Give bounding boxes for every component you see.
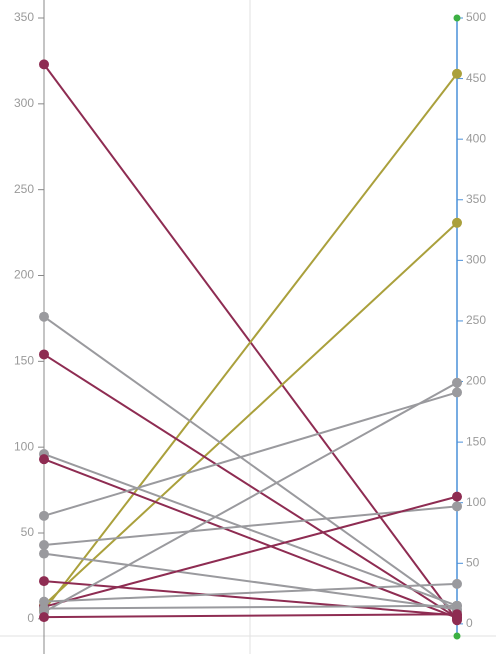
- y-tick-label: 50: [21, 525, 35, 539]
- y2-tick-label: 400: [466, 131, 486, 145]
- slope-line: [43, 604, 458, 610]
- point: [39, 540, 49, 551]
- slope-line: [43, 458, 458, 619]
- slope-line: [43, 552, 458, 611]
- slope-line: [43, 580, 458, 617]
- y-tick-label: 250: [14, 182, 34, 196]
- axis-end-marker: [453, 632, 461, 640]
- point: [39, 596, 49, 607]
- y-tick-label: 300: [14, 96, 34, 110]
- point: [452, 578, 462, 589]
- point: [39, 548, 49, 559]
- y-tick-label: 150: [14, 354, 34, 368]
- y2-tick-label: 150: [466, 434, 486, 448]
- y-tick-label: 350: [14, 10, 34, 24]
- point: [39, 510, 49, 521]
- point: [39, 349, 49, 360]
- point: [39, 576, 49, 587]
- y2-tick-label: 0: [466, 616, 473, 630]
- point: [452, 217, 462, 228]
- point: [39, 612, 49, 623]
- axis-end-marker: [453, 14, 461, 22]
- point: [452, 387, 462, 398]
- point: [452, 501, 462, 512]
- slope-line: [43, 582, 458, 603]
- y2-tick-label: 200: [466, 374, 486, 388]
- y-tick-label: 100: [14, 439, 34, 453]
- y-tick-label: 0: [27, 611, 34, 625]
- slope-line: [43, 505, 458, 547]
- y2-tick-label: 100: [466, 495, 486, 509]
- y-tick-label: 200: [14, 268, 34, 282]
- point: [39, 59, 49, 70]
- slope-line: [43, 381, 458, 613]
- slope-line: [43, 353, 458, 619]
- y2-tick-label: 50: [466, 555, 480, 569]
- y2-tick-label: 500: [466, 10, 486, 24]
- point: [452, 600, 462, 611]
- slope-line: [43, 315, 458, 613]
- slope-line: [43, 453, 458, 607]
- point: [452, 491, 462, 502]
- slope-line: [43, 73, 458, 611]
- y2-tick-label: 350: [466, 192, 486, 206]
- point: [452, 68, 462, 79]
- slope-line: [43, 495, 458, 608]
- slope-line: [43, 613, 458, 619]
- slope-line: [43, 222, 458, 606]
- slope-line: [43, 391, 458, 517]
- point: [452, 377, 462, 388]
- point: [452, 609, 462, 620]
- y2-tick-label: 250: [466, 313, 486, 327]
- point: [39, 603, 49, 614]
- y2-tick-label: 450: [466, 71, 486, 85]
- point: [39, 311, 49, 322]
- point: [39, 454, 49, 465]
- y2-tick-label: 300: [466, 253, 486, 267]
